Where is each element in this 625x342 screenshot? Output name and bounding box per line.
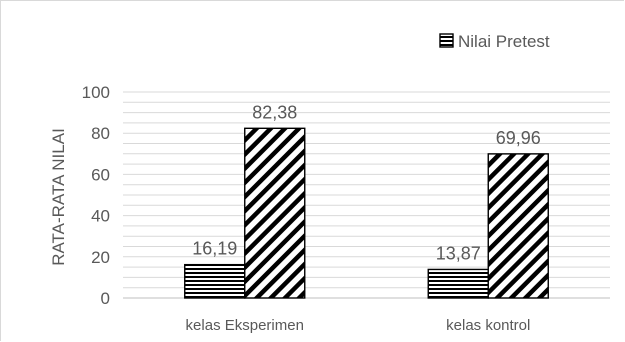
bar-series2-kontrol: [487, 153, 549, 299]
y-tick-label: 100: [82, 83, 110, 102]
x-category-label: kelas Eksperimen: [186, 317, 304, 334]
bar-series1-kontrol: [427, 268, 489, 299]
data-label: 13,87: [436, 243, 481, 263]
bar-series1-eksperimen: [184, 263, 246, 299]
bar-series2-eksperimen: [244, 127, 306, 299]
y-tick-label: 0: [101, 289, 110, 308]
legend-swatch-nilai-pretest: [439, 33, 454, 48]
y-axis-label: RATA-RATA NILAI: [49, 128, 68, 266]
data-label: 16,19: [192, 239, 237, 259]
legend-label-nilai-pretest: Nilai Pretest: [458, 32, 550, 51]
y-tick-label: 20: [91, 248, 110, 267]
legend: Nilai Pretest: [439, 32, 550, 51]
y-tick-label: 60: [91, 165, 110, 184]
y-tick-label: 40: [91, 207, 110, 226]
data-label: 69,96: [496, 128, 541, 148]
x-category-label: kelas kontrol: [446, 317, 530, 334]
data-label: 82,38: [252, 102, 297, 122]
y-tick-label: 80: [91, 124, 110, 143]
